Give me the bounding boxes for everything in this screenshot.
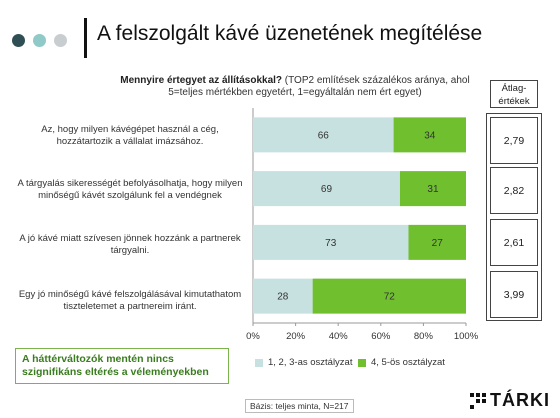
logo-text: TÁRKI <box>490 390 550 410</box>
tarki-logo: TÁRKI <box>470 390 550 411</box>
category-label: Egy jó minőségű kávé felszolgálásával ki… <box>18 289 242 312</box>
data-label: 66 <box>318 130 330 141</box>
x-tick-label: 40% <box>329 331 349 342</box>
x-tick-label: 20% <box>286 331 306 342</box>
avg-header: Átlag- értékek <box>490 80 538 108</box>
question-bold: Mennyire értegyet az állításokkal? <box>120 75 283 86</box>
data-label: 34 <box>424 130 436 141</box>
avg-header-line2: értékek <box>498 96 530 107</box>
legend-label: 4, 5-ös osztályzat <box>371 357 445 368</box>
bar-segment <box>253 224 409 260</box>
legend-label: 1, 2, 3-as osztályzat <box>268 357 353 368</box>
data-label: 28 <box>277 292 289 303</box>
x-tick-label: 100% <box>454 331 479 342</box>
dot-dark <box>12 34 25 47</box>
data-label: 73 <box>325 238 337 249</box>
category-label: A jó kávé miatt szívesen jönnek hozzánk … <box>19 233 241 256</box>
x-tick-label: 0% <box>246 331 260 342</box>
avg-column-frame <box>486 113 542 321</box>
avg-value: 2,82 <box>490 167 538 214</box>
dot-teal <box>33 34 46 47</box>
legend-item: 4, 5-ös osztályzat <box>358 357 445 368</box>
x-tick-label: 60% <box>371 331 391 342</box>
bar-segment <box>408 224 466 260</box>
data-label: 69 <box>321 184 333 195</box>
base-note: Bázis: teljes minta, N=217 <box>245 399 354 413</box>
bar-segment <box>312 278 466 314</box>
legend-item: 1, 2, 3-as osztályzat <box>255 357 352 368</box>
question-rest: (TOP2 említések százalékos aránya, ahol … <box>168 75 470 98</box>
x-tick-label: 80% <box>414 331 434 342</box>
legend-swatch <box>255 358 263 367</box>
avg-value: 2,61 <box>490 219 538 266</box>
bar-segment <box>399 171 466 207</box>
bar-segment <box>253 278 313 314</box>
category-label: Az, hogy milyen kávégépet használ a cég,… <box>41 124 219 147</box>
data-label: 27 <box>432 238 444 249</box>
data-label: 72 <box>384 292 396 303</box>
data-label: 31 <box>427 184 439 195</box>
logo-mark-icon <box>470 392 486 409</box>
avg-value: 3,99 <box>490 271 538 318</box>
dot-grey <box>54 34 67 47</box>
legend-swatch <box>358 358 366 367</box>
bar-segment <box>253 117 394 153</box>
page-title: A felszolgált kávé üzenetének megítélése <box>97 22 483 45</box>
bar-segment <box>393 117 466 153</box>
avg-value: 2,79 <box>490 117 538 164</box>
title-divider <box>84 18 87 58</box>
note-box: A háttérváltozók mentén nincs szignifiká… <box>15 348 229 384</box>
bar-segment <box>253 171 400 207</box>
category-label: A tárgyalás sikerességét befolyásolhatja… <box>17 178 243 201</box>
question-text: Mennyire értegyet az állításokkal? (TOP2… <box>110 75 480 99</box>
avg-header-line1: Átlag- <box>501 83 527 94</box>
